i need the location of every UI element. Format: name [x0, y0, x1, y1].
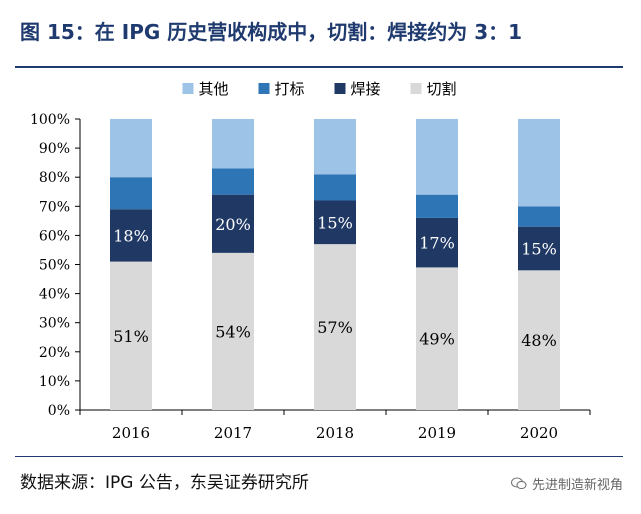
legend-swatch: [182, 83, 194, 94]
bar-segment: [314, 174, 356, 201]
legend-swatch: [258, 83, 270, 94]
bar-segment: [212, 252, 254, 410]
data-label: 18%: [113, 226, 149, 245]
x-tick-label: 2020: [520, 424, 558, 442]
data-label: 20%: [215, 215, 251, 234]
watermark: 先进制造新视角: [510, 474, 623, 493]
data-label: 48%: [521, 331, 557, 350]
bar-segment: [518, 270, 560, 410]
y-tick-label: 0%: [48, 403, 70, 419]
bar-segment: [110, 261, 152, 410]
x-tick-label: 2019: [418, 424, 456, 442]
y-tick-label: 40%: [39, 287, 70, 303]
y-axis: 0% 10% 20% 30% 40% 50% 60% 70% 80% 90% 100%: [30, 112, 81, 419]
data-label: 51%: [113, 327, 149, 346]
footer-divider: [15, 456, 623, 457]
page-title: 图 15：在 IPG 历史营收构成中，切割：焊接约为 3：1: [20, 20, 523, 44]
wechat-icon: [510, 477, 527, 490]
data-label: 54%: [215, 322, 251, 341]
x-tick-label: 2018: [316, 424, 354, 442]
y-tick-label: 10%: [39, 374, 70, 390]
watermark-text: 先进制造新视角: [531, 478, 623, 493]
bar-segment: [416, 267, 458, 410]
data-label: 57%: [317, 318, 353, 337]
bar-area: 51% 18% 54% 20% 57% 15% 49% 17% 48% 15%: [110, 119, 560, 410]
y-tick-label: 90%: [39, 141, 70, 157]
bar-segment: [518, 119, 560, 207]
y-tick-label: 60%: [39, 228, 70, 244]
bar-segment: [416, 217, 458, 268]
legend-swatch: [410, 83, 422, 94]
title-divider: [15, 66, 623, 68]
x-tick-label: 2016: [112, 424, 150, 442]
x-tick-label: 2017: [214, 424, 252, 442]
data-label: 15%: [521, 239, 557, 258]
bar-segment: [212, 168, 254, 195]
x-axis: 2016 2017 2018 2019 2020: [79, 409, 591, 442]
data-label: 17%: [419, 234, 455, 253]
bar-segment: [110, 177, 152, 210]
bar-segment: [314, 119, 356, 175]
y-tick-label: 50%: [39, 258, 70, 274]
legend-label: 焊接: [351, 80, 381, 98]
bar-segment: [212, 194, 254, 253]
bar-segment: [518, 206, 560, 227]
bar-segment: [314, 244, 356, 410]
legend-label: 其他: [199, 80, 229, 98]
legend-label: 打标: [275, 80, 305, 98]
bar-segment: [518, 226, 560, 271]
source-note: 数据来源：IPG 公告，东吴证券研究所: [20, 473, 309, 493]
bar-segment: [416, 119, 458, 195]
legend-label: 切割: [427, 80, 457, 98]
y-tick-label: 70%: [39, 199, 70, 215]
bar-segment: [212, 119, 254, 169]
y-tick-label: 20%: [39, 345, 70, 361]
legend-swatch: [334, 83, 346, 94]
y-tick-label: 80%: [39, 170, 70, 186]
bar-segment: [110, 119, 152, 178]
bar-segment: [314, 200, 356, 245]
bar-segment: [416, 194, 458, 218]
data-label: 15%: [317, 213, 353, 232]
bar-segment: [110, 209, 152, 262]
data-label: 49%: [419, 330, 455, 349]
y-tick-label: 100%: [30, 112, 70, 128]
chart-legend: 其他 打标 焊接 切割: [182, 80, 457, 98]
y-tick-label: 30%: [39, 316, 70, 332]
stacked-bar-chart: 其他 打标 焊接 切割 0% 10% 20% 30% 40% 50% 60% 70% 80% 90% 10…: [30, 80, 591, 442]
